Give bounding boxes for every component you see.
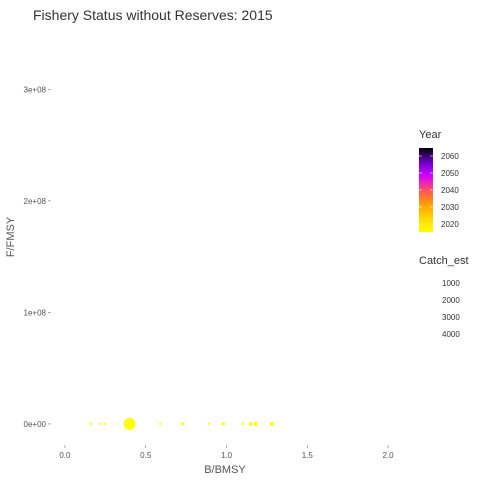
x-tick-label-1: 0.5 [140, 451, 152, 460]
catch-legend-title: Catch_est [419, 255, 469, 267]
catch-legend-label-3: 4000 [442, 330, 460, 339]
data-point-1 [99, 422, 102, 426]
catch-legend-key-2 [423, 313, 431, 321]
catch-legend-keys: 1000 2000 3000 4000 [422, 279, 460, 340]
year-legend-label-3: 2030 [441, 203, 459, 212]
chart-title: Fishery Status without Reserves: 2015 [33, 7, 273, 23]
catch-legend-key-3 [422, 329, 433, 340]
data-point-11 [269, 421, 274, 427]
y-tick-label-0: 0e+00 [24, 420, 47, 429]
catch-legend-label-2: 3000 [442, 313, 460, 322]
catch-legend-key-1 [425, 298, 430, 303]
data-point-3 [123, 417, 136, 430]
y-axis: 0e+00 1e+08 2e+08 3e+08 [24, 85, 51, 429]
x-tick-label-4: 2.0 [383, 451, 395, 460]
data-point-9 [248, 422, 253, 426]
data-point-8 [241, 422, 244, 426]
x-tick-label-2: 1.0 [221, 451, 233, 460]
x-tick-label-0: 0.0 [59, 451, 71, 460]
data-point-5 [181, 422, 185, 426]
year-color-bar [419, 148, 433, 232]
x-axis: 0.0 0.5 1.0 1.5 2.0 [59, 445, 394, 460]
data-point-10 [253, 421, 258, 426]
y-tick-label-1: 1e+08 [24, 308, 47, 317]
year-legend-title: Year [419, 129, 442, 141]
year-legend-label-4: 2020 [441, 220, 459, 229]
data-point-2 [104, 422, 107, 426]
year-legend-labels: 2060 2050 2040 2030 2020 [419, 152, 459, 229]
plot-area: 0e+00 1e+08 2e+08 3e+08 0.0 0.5 1.0 1.5 2.0 [24, 85, 395, 460]
y-tick-label-3: 3e+08 [24, 85, 47, 94]
y-axis-title: F/FMSY [5, 216, 17, 257]
catch-legend-label-1: 2000 [442, 296, 460, 305]
x-tick-label-3: 1.5 [302, 451, 314, 460]
data-point-7 [221, 422, 226, 426]
data-point-6 [207, 422, 210, 426]
year-legend-label-2: 2040 [441, 186, 459, 195]
data-point-0 [89, 422, 92, 426]
catch-legend-label-0: 1000 [442, 279, 460, 288]
year-legend-label-0: 2060 [441, 152, 459, 161]
data-point-4 [159, 422, 162, 426]
catch-legend: Catch_est 1000 2000 3000 4000 [419, 255, 469, 340]
year-legend-label-1: 2050 [441, 169, 459, 178]
y-tick-label-2: 2e+08 [24, 197, 47, 206]
catch-legend-key-0 [426, 282, 428, 284]
year-legend: Year 2060 2050 2040 2030 2020 [419, 129, 459, 232]
data-points [89, 417, 274, 430]
x-axis-title: B/BMSY [204, 464, 246, 476]
